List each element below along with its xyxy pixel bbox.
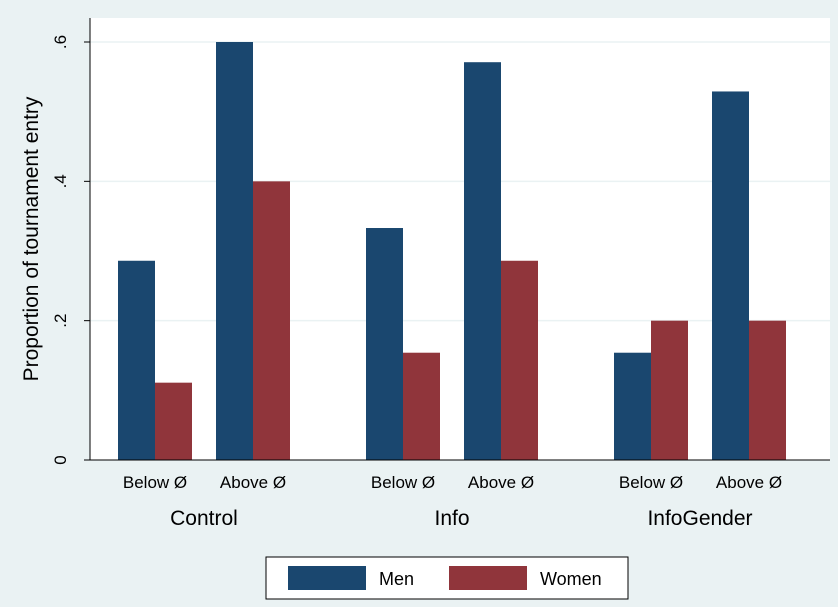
subgroup-label: Above Ø xyxy=(468,473,534,492)
bar-women xyxy=(403,352,440,460)
legend-swatch-women xyxy=(449,566,527,590)
bar-men xyxy=(712,91,749,461)
bar-women xyxy=(155,382,192,460)
y-tick-label: .2 xyxy=(51,314,70,328)
bar-men xyxy=(118,260,155,460)
subgroup-label: Below Ø xyxy=(371,473,435,492)
subgroup-label: Above Ø xyxy=(716,473,782,492)
y-tick-label: .6 xyxy=(51,35,70,49)
bar-men xyxy=(464,62,501,460)
bar-women xyxy=(651,320,688,460)
subgroup-label: Below Ø xyxy=(123,473,187,492)
bar-women xyxy=(501,260,538,460)
subgroup-label: Above Ø xyxy=(220,473,286,492)
legend-label-men: Men xyxy=(379,569,414,589)
y-tick-label: 0 xyxy=(51,455,70,464)
bars xyxy=(118,42,786,461)
y-axis-title: Proportion of tournament entry xyxy=(20,96,43,381)
bar-women xyxy=(253,181,290,461)
bar-women xyxy=(749,320,786,460)
x-labels: Below Ø Above Ø Control Below Ø Above Ø Info B… xyxy=(123,473,782,530)
legend-label-women: Women xyxy=(540,569,602,589)
group-label: Control xyxy=(170,507,238,530)
legend: Men Women xyxy=(265,556,629,600)
gridlines xyxy=(90,41,830,322)
plot-area xyxy=(90,18,830,460)
y-ticks: 0 .2 .4 .6 xyxy=(51,35,90,465)
y-tick-label: .4 xyxy=(51,174,70,188)
group-label: InfoGender xyxy=(647,507,752,530)
bar-men xyxy=(614,352,651,460)
bar-men xyxy=(216,42,253,460)
bar-men xyxy=(366,228,403,460)
legend-swatch-men xyxy=(288,566,366,590)
group-label: Info xyxy=(434,507,469,530)
subgroup-label: Below Ø xyxy=(619,473,683,492)
